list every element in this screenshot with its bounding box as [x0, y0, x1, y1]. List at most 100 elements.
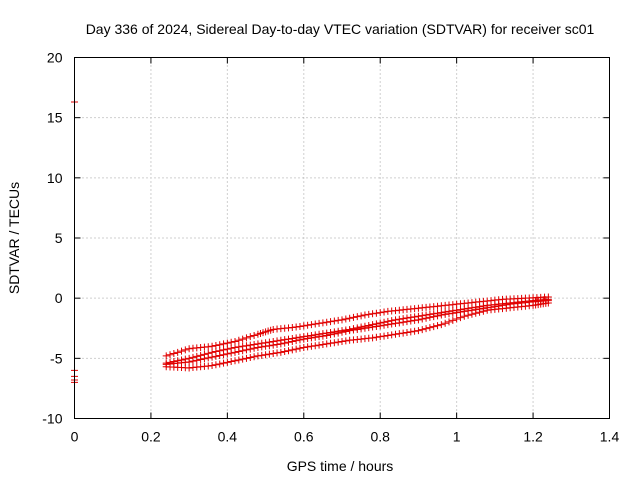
data-point	[235, 356, 243, 364]
data-point	[334, 338, 342, 346]
data-point	[338, 337, 346, 345]
data-point	[449, 309, 457, 317]
data-point	[403, 328, 411, 336]
data-point	[334, 329, 342, 337]
data-point	[239, 355, 247, 363]
data-point	[254, 352, 262, 360]
y-tick-label: 5	[55, 230, 63, 246]
data-point	[250, 331, 258, 339]
x-tick-label: 0.2	[141, 429, 161, 445]
data-point	[334, 316, 342, 324]
data-point	[277, 348, 285, 356]
data-point	[437, 321, 445, 329]
data-point	[372, 322, 380, 330]
data-point	[445, 310, 453, 318]
data-point	[178, 347, 185, 355]
data-point	[338, 328, 346, 336]
data-point	[349, 326, 357, 334]
data-point	[342, 327, 350, 335]
data-point	[242, 334, 250, 342]
data-point	[327, 331, 335, 339]
data-point	[388, 331, 396, 339]
data-point	[296, 322, 304, 330]
data-point	[342, 337, 350, 345]
data-point	[296, 344, 304, 352]
data-point	[426, 324, 434, 332]
data-point	[422, 314, 430, 322]
x-tick-label: 0.8	[370, 429, 390, 445]
data-point	[235, 348, 243, 356]
axis-ticks: 0 0.2 0.4 0.6 0.8 1 1.2 1.4 -10 -5 0 5 10 15 20	[42, 50, 619, 445]
data-point	[208, 353, 216, 361]
data-point	[239, 335, 247, 343]
data-point	[285, 338, 292, 346]
data-point	[380, 321, 388, 329]
data-point	[250, 344, 258, 352]
data-point	[281, 348, 289, 356]
data-point	[227, 349, 235, 357]
data-point	[414, 327, 422, 335]
data-point	[220, 340, 228, 348]
data-point	[399, 318, 407, 326]
data-point	[239, 347, 247, 355]
data-point	[216, 341, 224, 349]
data-point	[422, 325, 430, 333]
data-point	[262, 351, 270, 359]
data-point	[273, 349, 281, 357]
y-tick-label: 20	[47, 50, 63, 66]
data-point	[216, 360, 224, 368]
data-point	[353, 325, 361, 333]
data-point	[277, 340, 285, 348]
data-point	[208, 342, 216, 350]
data-point	[193, 356, 201, 364]
data-point	[311, 342, 319, 350]
data-point	[223, 350, 231, 358]
data-point	[281, 339, 289, 347]
data-point	[307, 321, 315, 329]
x-tick-label: 1.2	[523, 429, 543, 445]
data-point	[273, 340, 281, 348]
data-point	[223, 358, 231, 366]
data-point	[330, 330, 338, 338]
data-point	[380, 308, 388, 316]
y-tick-label: 15	[47, 110, 63, 126]
data-point	[369, 334, 377, 342]
data-point	[430, 323, 438, 331]
data-point	[185, 358, 193, 366]
data-point	[369, 310, 377, 318]
data-point	[208, 362, 216, 370]
data-point	[254, 344, 262, 352]
data-point	[346, 327, 354, 335]
data-point	[372, 309, 380, 317]
data-point	[258, 351, 266, 359]
data-point	[231, 337, 239, 345]
data-point	[403, 318, 411, 326]
data-point	[174, 348, 182, 356]
data-point	[376, 309, 384, 317]
x-axis-label: GPS time / hours	[287, 458, 394, 474]
data-point	[319, 340, 327, 348]
data-point	[369, 323, 377, 331]
data-point	[453, 315, 461, 323]
data-point	[292, 345, 300, 353]
data-point	[292, 337, 300, 345]
data-point	[544, 299, 552, 307]
data-point	[212, 361, 220, 369]
data-point	[441, 319, 449, 327]
data-point	[330, 317, 338, 325]
data-point	[204, 354, 212, 362]
data-point	[311, 333, 319, 341]
data-point	[414, 316, 422, 324]
data-point	[365, 310, 373, 318]
data-point	[181, 346, 189, 354]
data-point	[388, 320, 396, 328]
data-point	[250, 353, 258, 361]
data-point	[323, 340, 331, 348]
data-point	[304, 343, 312, 351]
y-tick-label: 0	[55, 290, 63, 306]
data-point	[300, 344, 308, 352]
data-point	[376, 322, 384, 330]
data-point	[445, 318, 453, 326]
data-point	[434, 312, 442, 320]
